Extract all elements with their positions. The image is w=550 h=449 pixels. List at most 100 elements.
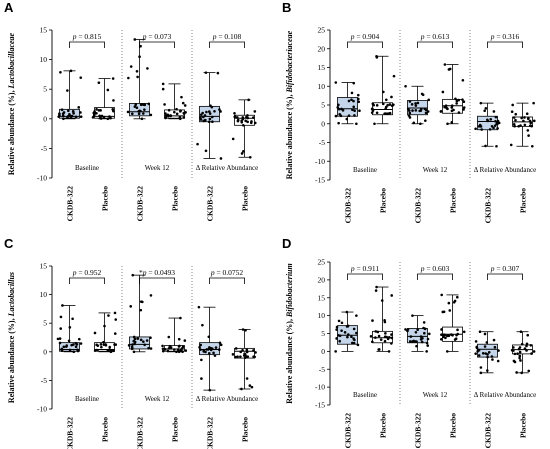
group-label: Week 12 bbox=[423, 391, 448, 399]
y-tick-label: 5 bbox=[321, 101, 325, 110]
data-point bbox=[480, 128, 484, 131]
data-point bbox=[356, 93, 360, 97]
p-value-number: = 0.316 bbox=[494, 32, 519, 41]
data-point bbox=[526, 117, 530, 121]
data-point bbox=[373, 122, 376, 126]
data-point bbox=[245, 377, 249, 380]
data-point bbox=[390, 95, 393, 99]
data-point bbox=[493, 124, 497, 127]
data-point bbox=[390, 104, 394, 108]
y-tick-label: 25 bbox=[318, 26, 326, 35]
x-category-label: Placebo bbox=[379, 188, 388, 213]
x-category-label: CKDB-322 bbox=[484, 413, 493, 449]
data-point bbox=[407, 109, 411, 112]
data-point bbox=[512, 116, 516, 119]
data-point bbox=[525, 349, 528, 352]
data-point bbox=[241, 328, 245, 331]
data-point bbox=[484, 144, 487, 148]
data-point bbox=[161, 349, 165, 353]
data-point bbox=[210, 105, 214, 109]
data-point bbox=[384, 105, 388, 109]
box-ckdb-322-0 bbox=[57, 69, 83, 121]
data-point bbox=[163, 103, 166, 106]
data-point bbox=[93, 110, 96, 113]
data-point bbox=[95, 108, 98, 111]
data-point bbox=[532, 101, 535, 105]
data-point bbox=[200, 358, 203, 362]
data-point bbox=[204, 350, 207, 354]
box-ckdb-322-2 bbox=[126, 38, 153, 121]
data-point bbox=[455, 99, 459, 103]
data-point bbox=[167, 108, 171, 112]
data-point bbox=[199, 118, 203, 121]
data-point bbox=[91, 116, 95, 119]
data-point bbox=[95, 343, 98, 347]
data-point bbox=[60, 108, 64, 112]
data-point bbox=[184, 349, 188, 352]
x-category-label: Placebo bbox=[101, 186, 110, 211]
data-point bbox=[208, 112, 212, 115]
data-point bbox=[380, 299, 384, 302]
p-value-number: = 0.0493 bbox=[146, 268, 175, 277]
data-point bbox=[455, 295, 459, 299]
data-point bbox=[526, 129, 530, 132]
data-point bbox=[77, 106, 81, 109]
data-point bbox=[74, 341, 78, 345]
data-point bbox=[479, 101, 483, 105]
y-tick-label: 5 bbox=[43, 85, 47, 94]
p-value-number: = 0.952 bbox=[76, 268, 101, 277]
y-tick-label: -10 bbox=[37, 174, 47, 183]
data-point bbox=[97, 81, 101, 85]
data-point bbox=[370, 107, 374, 111]
x-category-label: CKDB-322 bbox=[206, 186, 215, 222]
p-value-number: = 0.815 bbox=[76, 32, 101, 41]
data-point bbox=[254, 351, 257, 354]
data-point bbox=[422, 321, 426, 324]
data-point bbox=[414, 102, 417, 105]
data-point bbox=[410, 103, 414, 106]
box-placebo-5 bbox=[231, 98, 257, 159]
data-point bbox=[511, 103, 514, 107]
group-label: Baseline bbox=[353, 166, 377, 174]
data-point bbox=[440, 337, 443, 341]
data-point bbox=[79, 111, 82, 114]
data-point bbox=[352, 105, 356, 109]
data-point bbox=[199, 348, 202, 351]
data-point bbox=[58, 113, 61, 117]
data-point bbox=[355, 331, 358, 335]
data-point bbox=[420, 340, 424, 344]
data-point bbox=[212, 351, 215, 355]
data-point bbox=[477, 354, 481, 357]
data-point bbox=[62, 117, 65, 121]
data-point bbox=[202, 348, 205, 352]
data-point bbox=[100, 345, 103, 349]
box-placebo-3 bbox=[440, 293, 466, 353]
data-point bbox=[450, 333, 453, 336]
y-axis-label-text: Relative abundance (%), bbox=[285, 317, 294, 404]
data-point bbox=[247, 98, 250, 102]
y-tick-label: 5 bbox=[321, 329, 325, 338]
x-category-label: Placebo bbox=[241, 417, 250, 442]
data-point bbox=[338, 339, 342, 343]
data-point bbox=[375, 285, 378, 289]
data-point bbox=[338, 113, 342, 116]
y-tick-label: 0 bbox=[321, 119, 325, 128]
data-point bbox=[95, 348, 99, 352]
p-value-label: p = 0.316 bbox=[490, 32, 520, 41]
data-point bbox=[492, 110, 496, 113]
y-axis-label-taxon: Bifidobacteriaceae bbox=[285, 30, 294, 93]
y-tick-label: 10 bbox=[318, 82, 326, 91]
data-point bbox=[384, 332, 387, 335]
data-point bbox=[167, 335, 171, 339]
significance-bracket bbox=[69, 277, 105, 284]
data-point bbox=[476, 349, 479, 353]
data-point bbox=[198, 345, 201, 349]
data-point bbox=[372, 103, 376, 107]
box-ckdb-322-4 bbox=[196, 71, 223, 160]
box-placebo-3 bbox=[161, 316, 188, 354]
data-point bbox=[147, 102, 151, 106]
data-point bbox=[481, 352, 485, 355]
data-point bbox=[109, 116, 112, 120]
data-point bbox=[488, 128, 492, 131]
data-point bbox=[444, 104, 448, 108]
